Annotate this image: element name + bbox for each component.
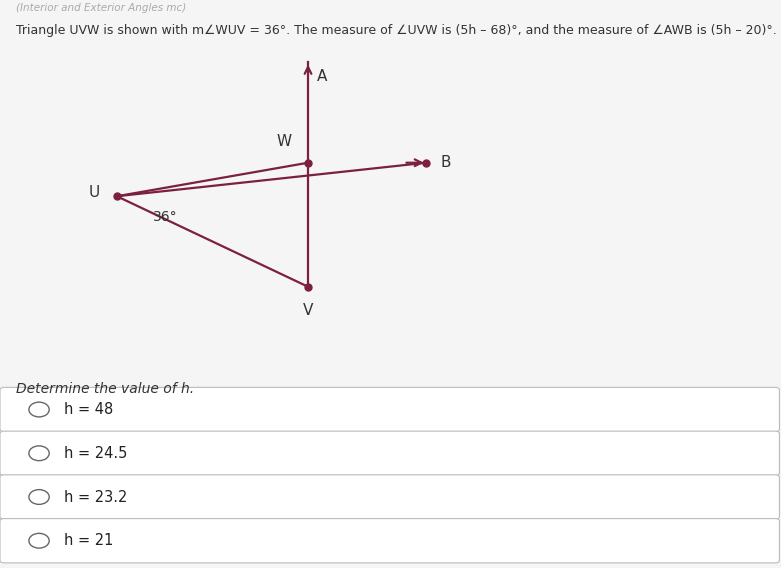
Text: h = 23.2: h = 23.2 <box>64 490 127 504</box>
Text: 36°: 36° <box>153 210 178 224</box>
Text: V: V <box>303 303 313 319</box>
Point <box>301 282 314 291</box>
Text: Determine the value of h.: Determine the value of h. <box>16 382 194 396</box>
Point <box>420 158 433 168</box>
Text: Triangle UVW is shown with m∠WUV = 36°. The measure of ∠UVW is (5h – 68)°, and t: Triangle UVW is shown with m∠WUV = 36°. … <box>16 24 776 37</box>
Point <box>301 158 314 168</box>
Text: W: W <box>276 134 291 149</box>
Text: U: U <box>89 185 100 201</box>
Text: A: A <box>316 69 326 84</box>
Text: h = 21: h = 21 <box>64 533 113 548</box>
Text: B: B <box>440 155 451 170</box>
Text: h = 48: h = 48 <box>64 402 113 417</box>
Text: (Interior and Exterior Angles mc): (Interior and Exterior Angles mc) <box>16 3 186 13</box>
Point <box>111 192 123 201</box>
Text: h = 24.5: h = 24.5 <box>64 446 127 461</box>
